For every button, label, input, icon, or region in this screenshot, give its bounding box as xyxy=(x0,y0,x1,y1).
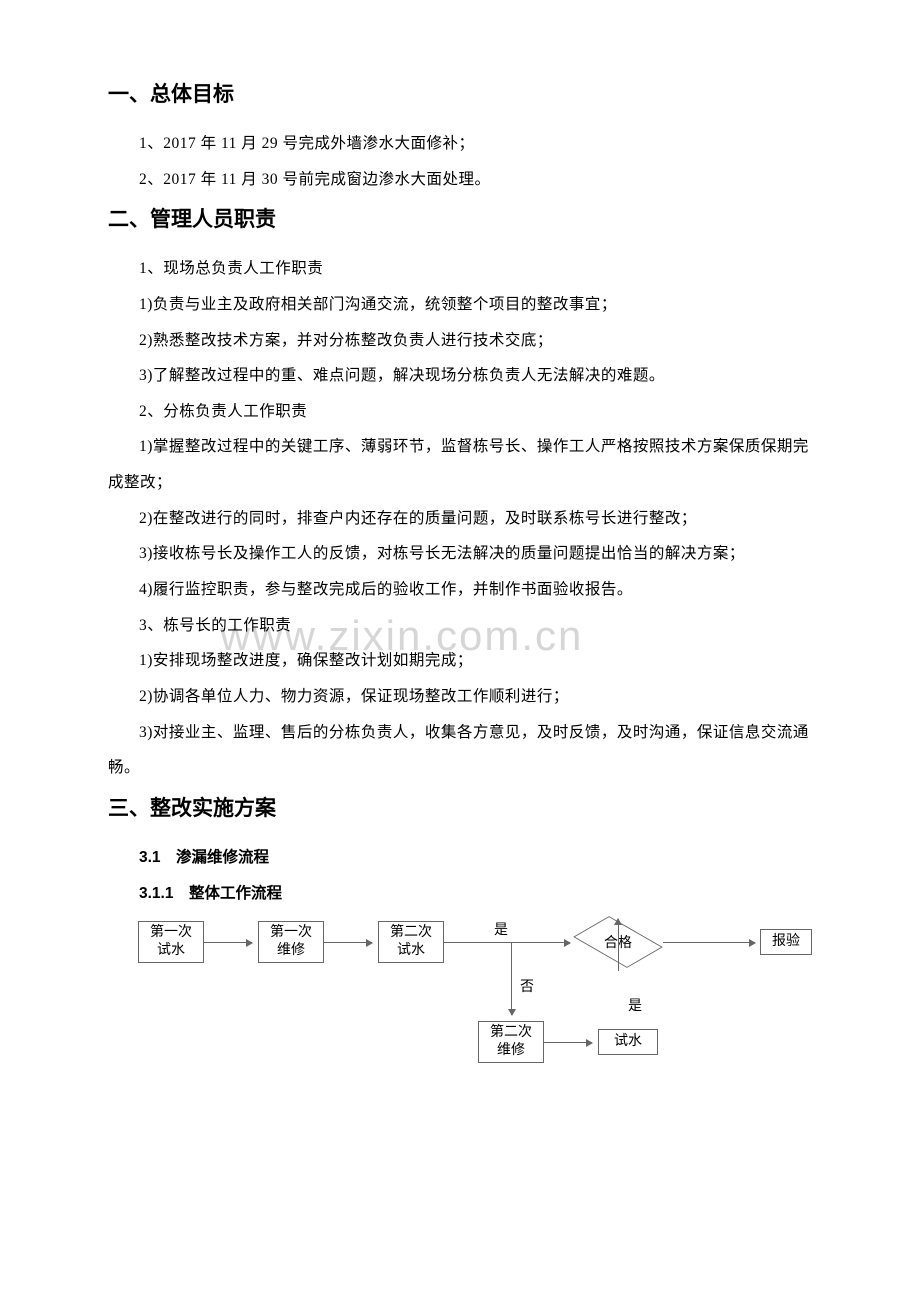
flow-node-label: 试水 xyxy=(397,942,425,960)
s1-item-1: 1、2017 年 11 月 29 号完成外墙渗水大面修补； xyxy=(108,126,812,162)
flow-arrow xyxy=(444,942,570,943)
flow-node-test-water: 试水 xyxy=(598,1029,658,1055)
s2-p1: 1、现场总负责人工作职责 xyxy=(108,251,812,287)
s2-p3: 3、栋号长的工作职责 xyxy=(108,608,812,644)
s2-p2-i1: 1)掌握整改过程中的关键工序、薄弱环节，监督栋号长、操作工人严格按照技术方案保质… xyxy=(108,429,812,500)
flow-node-label: 维修 xyxy=(277,942,305,960)
flow-edge-label-yes-right: 是 xyxy=(628,995,642,1015)
flow-arrow xyxy=(204,942,252,943)
section-1-title: 一、总体目标 xyxy=(108,78,812,108)
flow-node-label: 第一次 xyxy=(270,924,312,942)
flow-node-second-repair: 第二次 维修 xyxy=(478,1021,544,1063)
flow-node-label: 试水 xyxy=(614,1033,642,1051)
section-2-title: 二、管理人员职责 xyxy=(108,203,812,233)
flow-node-label: 试水 xyxy=(157,942,185,960)
flowchart: 第一次 试水 第一次 维修 第二次 试水 是 合格 xyxy=(138,921,838,1071)
flow-node-report: 报验 xyxy=(760,929,812,955)
section-3-1: 3.1 渗漏维修流程 xyxy=(108,840,812,876)
flow-node-first-repair: 第一次 维修 xyxy=(258,921,324,963)
flow-arrow xyxy=(324,942,372,943)
s2-p2-i2: 2)在整改进行的同时，排查户内还存在的质量问题，及时联系栋号长进行整改； xyxy=(108,501,812,537)
s2-p1-i2: 2)熟悉整改技术方案，并对分栋整改负责人进行技术交底； xyxy=(108,323,812,359)
flow-arrow-down xyxy=(511,943,512,1015)
flow-edge-label-no: 否 xyxy=(520,976,534,996)
s2-p2-i4: 4)履行监控职责，参与整改完成后的验收工作，并制作书面验收报告。 xyxy=(108,572,812,608)
flow-node-label: 第二次 xyxy=(490,1024,532,1042)
flow-node-label: 报验 xyxy=(772,933,800,951)
flow-node-label: 维修 xyxy=(497,1042,525,1060)
s2-p2: 2、分栋负责人工作职责 xyxy=(108,394,812,430)
flow-arrow xyxy=(544,1042,592,1043)
s2-p3-i1: 1)安排现场整改进度，确保整改计划如期完成； xyxy=(108,643,812,679)
s2-p3-i3: 3)对接业主、监理、售后的分栋负责人，收集各方意见，及时反馈，及时沟通，保证信息… xyxy=(108,715,812,786)
flow-edge-label-yes-top: 是 xyxy=(494,919,508,939)
section-1: 一、总体目标 1、2017 年 11 月 29 号完成外墙渗水大面修补； 2、2… xyxy=(108,78,812,197)
s2-p3-i2: 2)协调各单位人力、物力资源，保证现场整改工作顺利进行； xyxy=(108,679,812,715)
section-2: 二、管理人员职责 1、现场总负责人工作职责 1)负责与业主及政府相关部门沟通交流… xyxy=(108,203,812,786)
flow-node-first-test: 第一次 试水 xyxy=(138,921,204,963)
section-3-title: 三、整改实施方案 xyxy=(108,792,812,822)
section-3: 三、整改实施方案 3.1 渗漏维修流程 3.1.1 整体工作流程 第一次 试水 … xyxy=(108,792,812,1071)
s2-p1-i1: 1)负责与业主及政府相关部门沟通交流，统领整个项目的整改事宜； xyxy=(108,287,812,323)
flow-node-label: 第一次 xyxy=(150,924,192,942)
flow-node-second-test: 第二次 试水 xyxy=(378,921,444,963)
flow-arrow-down-right xyxy=(618,919,619,971)
s2-p2-i3: 3)接收栋号长及操作工人的反馈，对栋号长无法解决的质量问题提出恰当的解决方案； xyxy=(108,536,812,572)
s1-item-2: 2、2017 年 11 月 30 号前完成窗边渗水大面处理。 xyxy=(108,162,812,198)
s2-p1-i3: 3)了解整改过程中的重、难点问题，解决现场分栋负责人无法解决的难题。 xyxy=(108,358,812,394)
flow-arrow xyxy=(663,942,755,943)
document-content: 一、总体目标 1、2017 年 11 月 29 号完成外墙渗水大面修补； 2、2… xyxy=(108,78,812,1071)
flow-node-label: 第二次 xyxy=(390,924,432,942)
section-3-1-1: 3.1.1 整体工作流程 xyxy=(108,876,812,912)
